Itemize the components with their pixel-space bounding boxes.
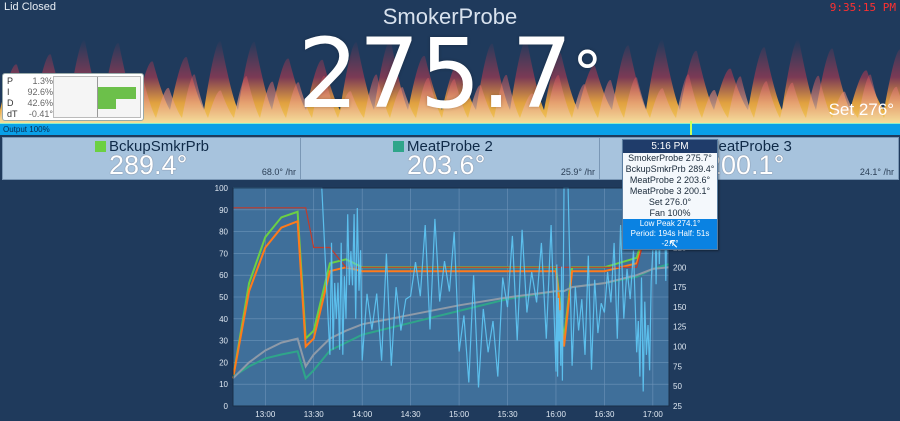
- y-left-tick-label: 30: [219, 337, 228, 346]
- pid-row-dt: dT -0.41°: [7, 109, 53, 119]
- probe-rate: 68.0° /hr: [261, 167, 296, 177]
- y-right-tick-label: 200: [673, 263, 687, 272]
- output-bar: Output 100%: [0, 121, 900, 135]
- lid-status: Lid Closed: [4, 1, 56, 13]
- pid-divider: [97, 77, 98, 117]
- probe-name: MeatProbe 3: [706, 138, 792, 155]
- tooltip-peak: Low Peak 274.1°: [623, 219, 717, 229]
- y-left-tick-label: 80: [219, 228, 228, 237]
- y-right-tick-label: 150: [673, 303, 687, 312]
- y-right-tick-label: 125: [673, 323, 687, 332]
- probe-value: 203.6°: [407, 150, 486, 180]
- probe-value: 289.4°: [109, 150, 188, 180]
- series-line-meatprobe-3: [232, 266, 670, 380]
- tooltip-period: Period: 194s Half: 51s -2.7°: [623, 229, 717, 249]
- chart-tooltip: 5:16 PM SmokerProbe 275.7° BckupSmkrPrb …: [622, 139, 718, 250]
- x-tick-label: 16:30: [594, 410, 615, 419]
- probe-name: BckupSmkrPrb: [109, 138, 210, 155]
- series-line-fan: [233, 187, 669, 392]
- mouse-cursor-icon: ↖: [668, 236, 679, 251]
- pid-row-d: D 42.6%: [7, 98, 53, 108]
- probe-rate: 24.1° /hr: [859, 167, 894, 177]
- probe-value: 200.1°: [706, 150, 785, 180]
- output-marker: [690, 121, 692, 135]
- tooltip-line: MeatProbe 2 203.6°: [629, 175, 711, 185]
- series-line-smokerprobe: [232, 206, 670, 379]
- current-temperature: 275.7°: [297, 18, 603, 124]
- clock: 9:35:15 PM: [829, 1, 896, 14]
- y-right-tick-label: 75: [673, 362, 682, 371]
- y-left-tick-label: 60: [219, 271, 228, 280]
- y-right-tick-label: 175: [673, 283, 687, 292]
- tooltip-line: MeatProbe 3 200.1°: [629, 186, 711, 196]
- hero-panel: SmokerProbe 275.7° Set 276°: [0, 0, 900, 124]
- x-tick-label: 14:30: [401, 410, 422, 419]
- y-left-tick-label: 40: [219, 315, 228, 324]
- setpoint-button[interactable]: Set 276°: [828, 100, 894, 119]
- x-tick-label: 13:00: [255, 410, 276, 419]
- pid-bar-d: [98, 99, 116, 109]
- probe-name: MeatProbe 2: [407, 138, 493, 155]
- x-tick-label: 13:30: [304, 410, 325, 419]
- y-left-tick-label: 10: [219, 380, 228, 389]
- tooltip-line: Fan 100%: [649, 208, 691, 218]
- y-right-tick-label: 50: [673, 382, 682, 391]
- tooltip-line: BckupSmkrPrb 289.4°: [625, 164, 715, 174]
- probe-rate: 25.9° /hr: [560, 167, 595, 177]
- probe-title: SmokerProbe: [382, 4, 518, 29]
- pid-panel: P 1.3% I 92.6% D 42.6% dT -0.41°: [2, 73, 144, 121]
- pid-bar-chart: [53, 76, 141, 118]
- probe-card-meatprobe-2[interactable]: MeatProbe 2 203.6° 25.9° /hr: [300, 137, 600, 180]
- x-tick-label: 14:00: [352, 410, 373, 419]
- temperature-history-chart[interactable]: 0 10 20 30 40 50 60 70 80 90 100 25 50 75 100 125 150 175…: [195, 180, 705, 420]
- pid-row-p: P 1.3%: [7, 76, 53, 86]
- pid-bar-i: [98, 87, 136, 99]
- tooltip-time: 5:16 PM: [623, 140, 717, 153]
- x-tick-label: 16:00: [546, 410, 567, 419]
- y-left-tick-label: 0: [224, 402, 229, 411]
- x-tick-label: 15:30: [498, 410, 519, 419]
- probe-color-swatch: [393, 141, 404, 152]
- probe-strip: BckupSmkrPrb 289.4° 68.0° /hr MeatProbe …: [2, 137, 899, 180]
- y-left-tick-label: 20: [219, 358, 228, 367]
- y-left-tick-label: 70: [219, 249, 228, 258]
- y-left-tick-label: 50: [219, 293, 228, 302]
- x-tick-label: 17:00: [643, 410, 664, 419]
- pid-row-i: I 92.6%: [7, 87, 53, 97]
- y-right-tick-label: 25: [673, 402, 682, 411]
- probe-card-bckupsmkrprb[interactable]: BckupSmkrPrb 289.4° 68.0° /hr: [2, 137, 301, 180]
- y-left-tick-label: 100: [215, 184, 229, 193]
- tooltip-line: SmokerProbe 275.7°: [628, 153, 712, 163]
- y-right-tick-label: 100: [673, 343, 687, 352]
- x-tick-label: 15:00: [449, 410, 470, 419]
- output-label: Output 100%: [3, 125, 50, 134]
- flames-background: [0, 0, 900, 124]
- plot-border: [232, 187, 670, 407]
- y-left-tick-label: 90: [219, 206, 228, 215]
- probe-color-swatch: [95, 141, 106, 152]
- tooltip-line: Set 276.0°: [648, 197, 692, 207]
